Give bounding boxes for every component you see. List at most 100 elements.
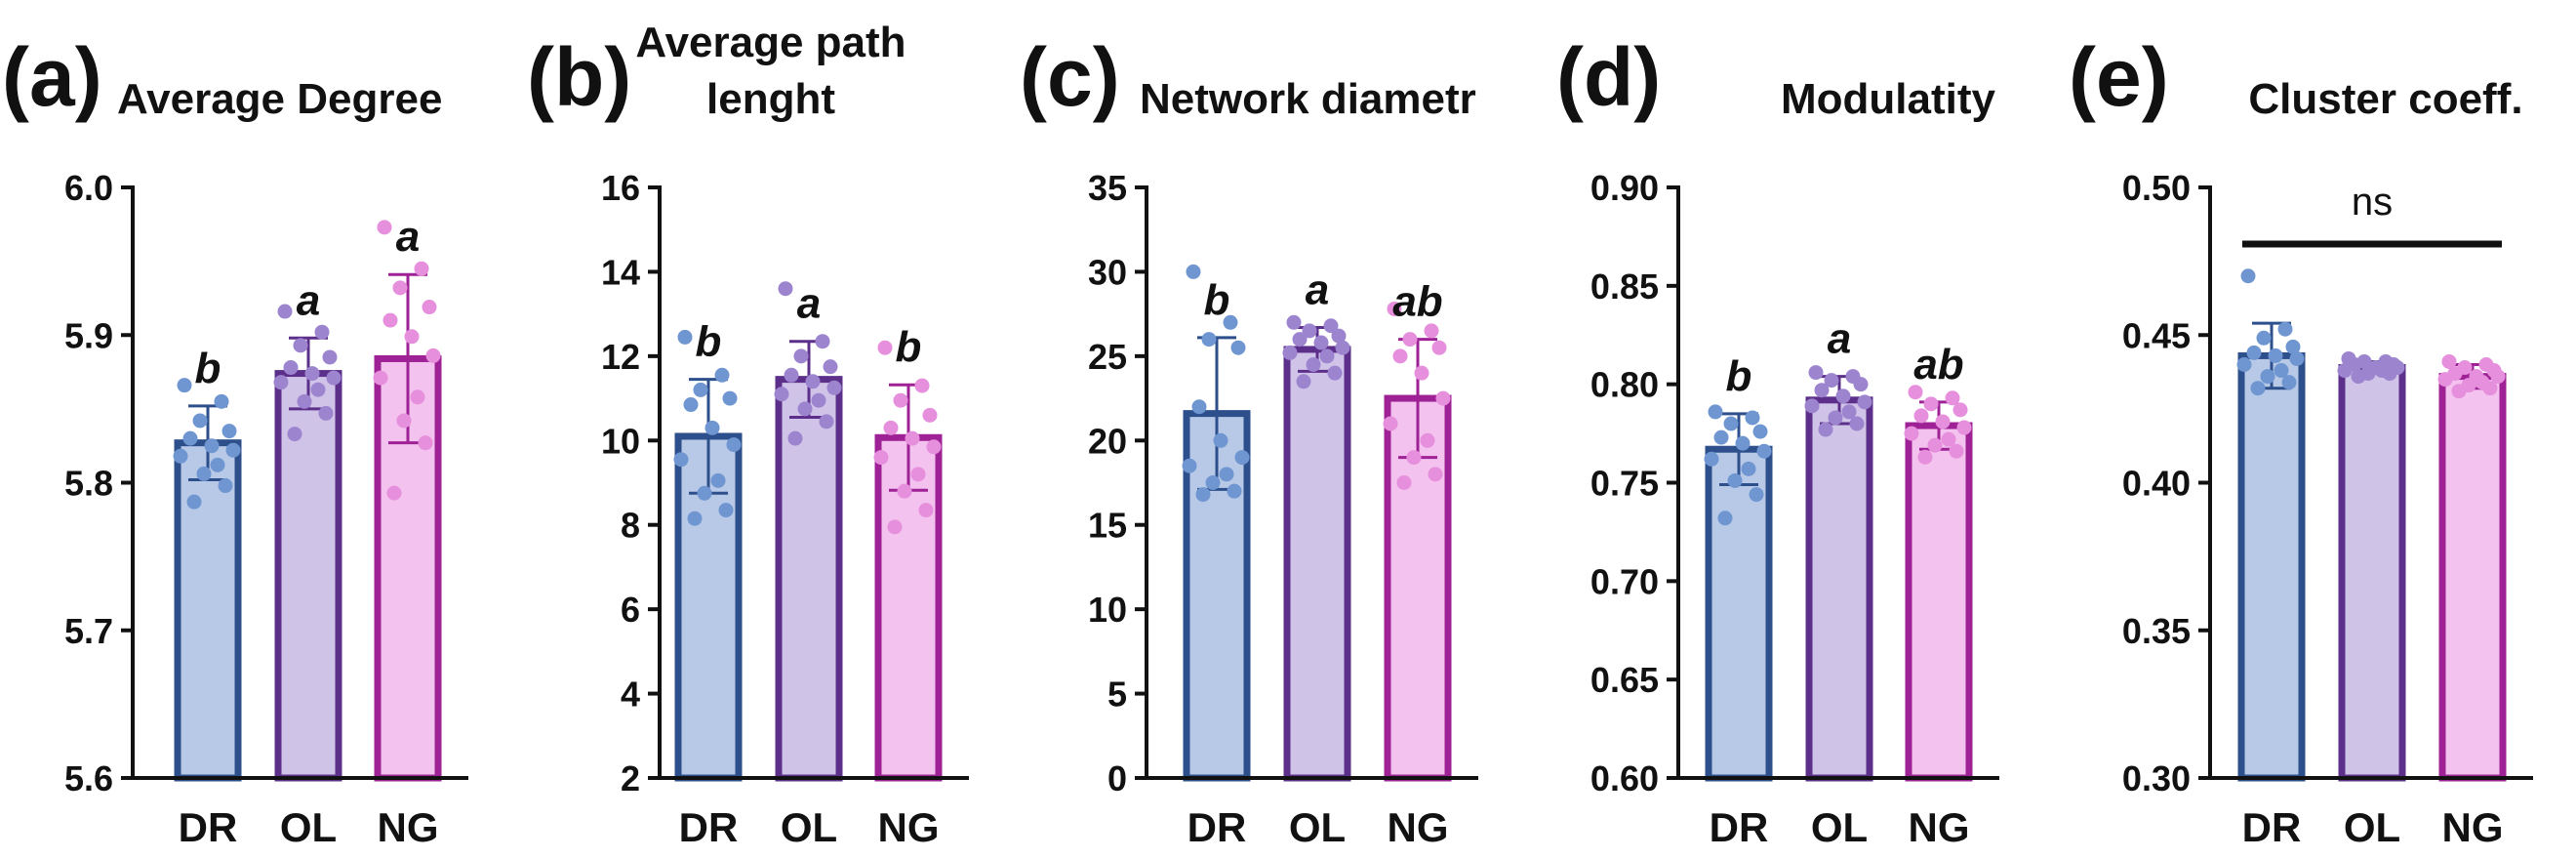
y-tick-label: 0.65 [1590,660,1659,700]
data-point-ol [2382,366,2397,382]
data-point-ol [1286,314,1302,330]
data-point-ng [425,348,441,363]
data-point-ng [897,483,912,499]
data-point-dr [1752,424,1768,439]
data-point-ng [396,413,412,429]
data-point-ol [297,393,312,409]
y-tick-label: 2 [621,758,640,798]
y-tick-label: 25 [1088,337,1127,377]
data-point-dr [186,494,202,510]
x-tick-label-ng: NG [2442,804,2504,850]
data-point-dr [2256,330,2272,346]
data-point-ng [883,420,899,435]
data-point-dr [683,397,699,413]
x-tick-label-dr: DR [1710,804,1769,850]
significance-label-ol: a [1828,315,1851,363]
y-tick-label: 20 [1088,421,1127,461]
x-tick-label-ng: NG [878,804,940,850]
data-point-ng [422,300,437,315]
data-point-dr [1723,416,1739,431]
data-point-ol [1853,377,1869,392]
y-tick-label: 0 [1107,758,1127,798]
data-point-ol [1302,323,1317,339]
data-point-ng [887,519,903,535]
data-point-dr [192,413,208,429]
y-tick-label: 0.85 [1590,266,1659,307]
data-point-ol [1319,348,1335,364]
panel-label: (c) [1020,31,1120,123]
data-point-ol [1849,416,1865,431]
y-tick-label: 16 [601,168,640,208]
data-point-dr [225,442,241,458]
data-point-ol [1828,410,1843,426]
data-point-ng [914,378,930,393]
data-point-dr [1195,487,1211,503]
data-point-ng [893,392,908,408]
chart-panel-a: (a) Average Degree b DR a OL a NG 5.6 5.7 5.8 5.9 6.… [2,31,468,850]
data-point-dr [1735,435,1751,451]
significance-label-ol: a [1306,266,1329,313]
x-tick-label-dr: DR [1187,804,1247,850]
data-point-ol [314,324,330,340]
data-point-ol [310,382,326,397]
data-point-dr [2274,363,2289,379]
data-point-ol [1835,389,1851,404]
data-point-ol [811,392,826,408]
data-point-dr [177,378,192,393]
significance-label-ng: ab [1913,341,1963,389]
x-tick-label-dr: DR [179,804,238,850]
data-point-dr [1234,450,1250,466]
data-point-ol [778,281,793,297]
data-point-dr [1745,410,1760,426]
data-point-dr [2236,357,2252,372]
data-point-ol [793,348,809,364]
data-point-ol [784,367,799,383]
y-tick-label: 10 [601,421,640,461]
data-point-ol [805,374,821,389]
x-tick-label-ol: OL [2344,804,2400,850]
data-point-ng [1908,385,1923,400]
data-point-ng [1396,475,1412,490]
data-point-dr [1717,511,1733,526]
data-point-ng [1392,348,1408,364]
data-point-ol [1814,383,1830,398]
y-tick-label: 8 [621,506,640,546]
data-point-dr [221,424,237,439]
data-point-ol [277,304,293,319]
data-point-dr [697,485,712,501]
data-point-ol [826,380,842,395]
data-point-ol [1804,398,1820,414]
significance-label-ng: ab [1392,278,1442,326]
y-tick-label: 0.60 [1590,758,1659,798]
data-point-ng [382,312,398,328]
data-point-dr [2289,350,2305,366]
data-point-ol [823,359,838,375]
data-point-ng [1945,390,1960,406]
data-point-ng [418,435,433,451]
significance-label-dr: b [195,345,221,392]
data-point-ng [1424,323,1439,339]
data-point-dr [1230,340,1246,355]
data-point-ng [922,407,938,423]
data-point-ng [1420,432,1435,448]
y-tick-label: 15 [1088,506,1127,546]
data-point-ng [1402,332,1418,348]
data-point-dr [1704,451,1719,467]
data-point-ng [1435,390,1451,406]
data-point-ng [1428,467,1443,482]
data-point-ng [2441,353,2457,369]
y-tick-label: 0.80 [1590,365,1659,405]
data-point-dr [677,329,693,345]
data-point-ol [293,338,308,353]
data-point-ng [877,340,893,355]
data-point-ng [1387,301,1402,316]
data-point-ol [1296,374,1311,389]
chart-panel-c: (c) Network diametr b DR a OL ab NG 0 5 10 15 20 25 30… [1020,31,1478,850]
data-point-ol [326,370,342,386]
data-point-dr [673,452,689,468]
data-point-dr [722,390,738,406]
y-tick-label: 0.35 [2122,611,2191,651]
chart-title-line-2: lenght [706,75,835,123]
data-point-dr [714,367,730,383]
x-tick-label-ng: NG [1388,804,1449,850]
